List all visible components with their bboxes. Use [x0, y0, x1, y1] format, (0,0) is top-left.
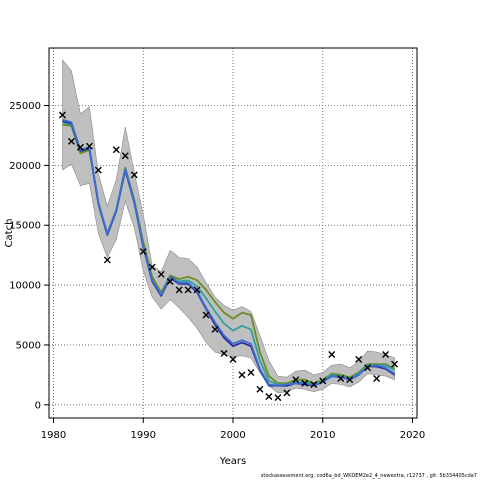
observed-point-1988 — [121, 152, 129, 160]
observed-point-1996 — [193, 286, 201, 294]
observed-point-2017 — [382, 351, 390, 359]
observed-point-1983 — [76, 143, 84, 151]
observed-point-2009 — [310, 380, 318, 388]
observed-point-1986 — [103, 256, 111, 264]
observed-point-2006 — [283, 389, 291, 397]
observed-point-1997 — [202, 311, 210, 319]
observed-point-1982 — [67, 137, 75, 145]
observed-point-1989 — [130, 171, 138, 179]
observed-point-2001 — [238, 371, 246, 379]
observed-point-1990 — [139, 248, 147, 256]
x-axis: 1980 1990 2000 2010 2020 — [41, 417, 425, 441]
observed-point-1994 — [175, 286, 183, 294]
observed-point-1993 — [166, 278, 174, 285]
observed-point-1998 — [211, 325, 219, 333]
observed-point-2014 — [355, 355, 363, 363]
observed-point-2018 — [391, 360, 399, 368]
y-tick-label-20000: 20000 — [9, 161, 41, 172]
observed-point-2015 — [364, 364, 372, 372]
observed-point-1991 — [148, 263, 156, 271]
observed-point-2003 — [256, 385, 264, 393]
observed-point-2016 — [373, 374, 381, 382]
y-tick-label-0: 0 — [35, 400, 41, 411]
y-tick-label-25000: 25000 — [9, 101, 41, 112]
x-tick-label-2010: 2010 — [310, 430, 335, 441]
observed-point-2012 — [337, 374, 345, 382]
observed-point-2007 — [292, 376, 300, 384]
observed-point-2000 — [229, 355, 237, 363]
observed-point-2002 — [247, 369, 255, 376]
x-axis-title: Years — [219, 456, 246, 467]
x-tick-label-1990: 1990 — [131, 430, 156, 441]
observed-point-2013 — [346, 376, 354, 384]
observed-point-1987 — [112, 146, 120, 154]
observed-point-1985 — [94, 166, 102, 174]
y-tick-label-15000: 15000 — [9, 221, 41, 232]
observed-point-2011 — [328, 351, 336, 359]
y-axis-title: Catch — [4, 219, 15, 248]
observed-points-layer — [58, 111, 399, 402]
observed-point-1995 — [184, 286, 192, 294]
observed-point-1999 — [220, 349, 228, 357]
observed-point-2010 — [319, 377, 327, 385]
y-tick-label-10000: 10000 — [9, 281, 41, 292]
observed-point-2004 — [265, 392, 273, 400]
observed-point-1981 — [58, 111, 66, 119]
y-tick-label-5000: 5000 — [16, 340, 41, 351]
observed-point-1992 — [157, 270, 165, 278]
y-axis: 0 5000 10000 15000 20000 25000 — [9, 101, 50, 411]
observed-point-2005 — [274, 394, 282, 402]
observed-point-2008 — [301, 379, 309, 387]
observed-point-1984 — [85, 142, 93, 150]
x-tick-label-1980: 1980 — [41, 430, 66, 441]
x-tick-label-2000: 2000 — [220, 430, 245, 441]
footnote: stockassessment.org, cod6a_bd_WKDEM2e2_4… — [260, 473, 477, 479]
x-tick-label-2020: 2020 — [400, 430, 425, 441]
